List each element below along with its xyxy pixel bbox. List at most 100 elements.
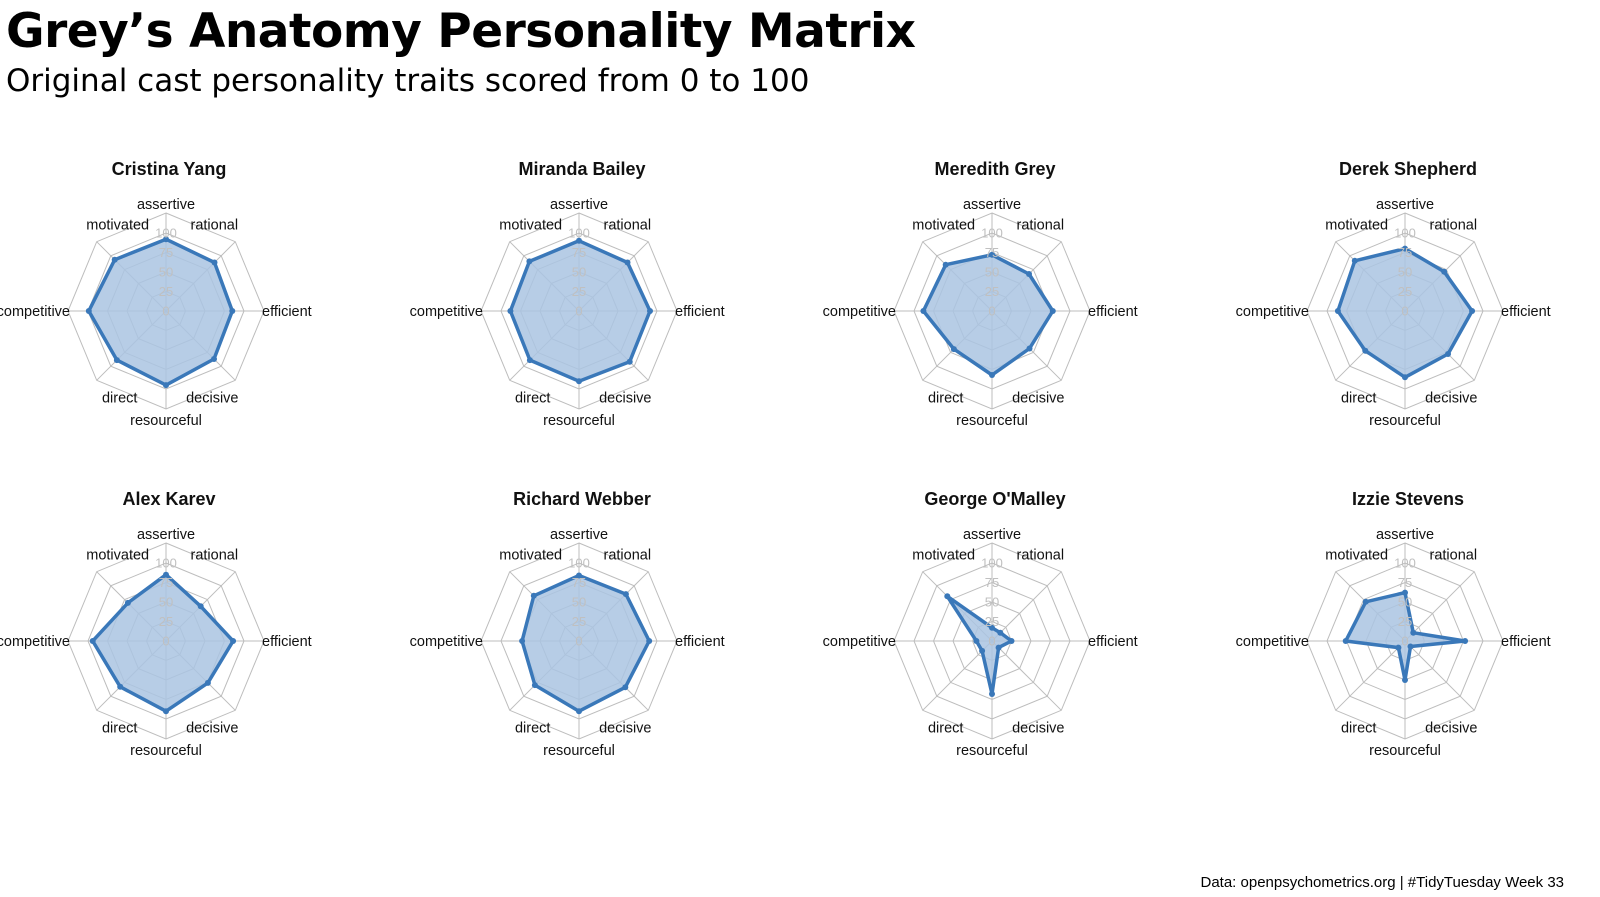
- tick-label: 75: [1398, 245, 1412, 260]
- tick-label: 100: [1394, 556, 1416, 571]
- data-point: [576, 237, 582, 244]
- data-point: [531, 682, 538, 689]
- data-point: [526, 357, 533, 364]
- axis-label: motivated: [1325, 218, 1388, 234]
- panel-title: Derek Shepherd: [1339, 159, 1477, 179]
- radar-panel: George O'Malley 0 25 50 75 100 assertive ration…: [823, 489, 1138, 759]
- tick-label: 0: [988, 304, 995, 319]
- tick-label: 75: [159, 575, 173, 590]
- radar-panel: Richard Webber 0 25 50 75 100 assertive rationa…: [410, 489, 725, 759]
- axis-label: efficient: [262, 304, 312, 320]
- tick-label: 0: [162, 634, 169, 649]
- tick-label: 75: [1398, 575, 1412, 590]
- axis-label: competitive: [823, 634, 896, 650]
- axis-label: decisive: [1012, 390, 1064, 406]
- axis-label: direct: [515, 390, 550, 406]
- axis-label: decisive: [1012, 720, 1064, 736]
- data-point: [1008, 638, 1015, 644]
- panel-title: George O'Malley: [924, 489, 1065, 509]
- axis-label: direct: [928, 720, 963, 736]
- axis-label: rational: [1430, 548, 1478, 564]
- data-point: [519, 638, 526, 644]
- tick-label: 50: [985, 265, 999, 280]
- axis-label: direct: [102, 390, 137, 406]
- data-point: [950, 346, 957, 353]
- tick-label: 75: [572, 245, 586, 260]
- axis-label: direct: [1341, 720, 1376, 736]
- tick-label: 50: [1398, 265, 1412, 280]
- axis-label: direct: [515, 720, 550, 736]
- axis-label: efficient: [1088, 304, 1138, 320]
- data-point: [1402, 374, 1408, 381]
- axis-label: rational: [191, 218, 239, 234]
- data-point: [973, 638, 980, 644]
- tick-label: 25: [985, 614, 999, 629]
- axis-label: rational: [1430, 218, 1478, 234]
- page-subtitle: Original cast personality traits scored …: [6, 63, 810, 99]
- axis-label: direct: [1341, 390, 1376, 406]
- data-point: [647, 308, 653, 314]
- tick-label: 25: [159, 614, 173, 629]
- axis-label: efficient: [675, 634, 725, 650]
- axis-label: competitive: [1236, 304, 1309, 320]
- axis-label: efficient: [1501, 304, 1551, 320]
- axis-label: competitive: [823, 304, 896, 320]
- data-point: [204, 679, 211, 686]
- data-point: [211, 356, 217, 362]
- data-point: [113, 357, 120, 364]
- axis-label: assertive: [550, 527, 608, 543]
- data-point: [1362, 598, 1369, 605]
- axis-label: assertive: [1376, 527, 1434, 543]
- data-point: [507, 308, 514, 314]
- data-point: [1402, 589, 1408, 596]
- axis-label: rational: [604, 218, 652, 234]
- data-point: [163, 382, 169, 389]
- tick-label: 25: [572, 284, 586, 299]
- data-point: [576, 572, 582, 579]
- axis-label: resourceful: [956, 743, 1028, 759]
- axis-label: assertive: [963, 197, 1021, 213]
- data-point: [944, 593, 951, 600]
- data-point: [163, 236, 169, 243]
- axis-label: decisive: [1425, 390, 1477, 406]
- panel-title: Izzie Stevens: [1352, 489, 1464, 509]
- series-area: [945, 594, 1014, 696]
- tick-label: 50: [1398, 595, 1412, 610]
- data-point: [89, 638, 96, 644]
- panel-title: Richard Webber: [513, 489, 651, 509]
- axis-label: motivated: [499, 548, 562, 564]
- data-point: [117, 683, 124, 690]
- data-point: [646, 638, 653, 644]
- data-point: [163, 708, 169, 715]
- data-point: [979, 647, 986, 654]
- axis-label: motivated: [86, 548, 149, 564]
- tick-label: 25: [159, 284, 173, 299]
- grid-spoke: [1404, 571, 1475, 642]
- axis-label: efficient: [675, 304, 725, 320]
- data-point: [230, 638, 237, 644]
- axis-label: assertive: [137, 197, 195, 213]
- axis-label: competitive: [0, 634, 70, 650]
- data-point: [1469, 308, 1476, 314]
- axis-label: resourceful: [1369, 413, 1441, 429]
- series-area: [87, 237, 235, 387]
- tick-label: 0: [575, 634, 582, 649]
- data-point: [1049, 308, 1056, 314]
- tick-label: 0: [1401, 634, 1408, 649]
- tick-label: 25: [1398, 614, 1412, 629]
- data-point: [229, 308, 236, 314]
- data-point: [989, 251, 995, 258]
- axis-label: resourceful: [130, 413, 202, 429]
- data-point: [576, 378, 582, 385]
- data-point: [1407, 643, 1414, 650]
- axis-label: rational: [191, 548, 239, 564]
- tick-label: 75: [159, 245, 173, 260]
- data-point: [1334, 308, 1341, 314]
- tick-label: 75: [985, 245, 999, 260]
- radar-panel: Miranda Bailey 0 25 50 75 100 assertive rationa…: [410, 159, 725, 429]
- radar-panel: Alex Karev 0 25 50 75 100 assertive rational eff…: [0, 489, 312, 759]
- axis-label: motivated: [1325, 548, 1388, 564]
- axis-label: competitive: [0, 304, 70, 320]
- tick-label: 0: [162, 304, 169, 319]
